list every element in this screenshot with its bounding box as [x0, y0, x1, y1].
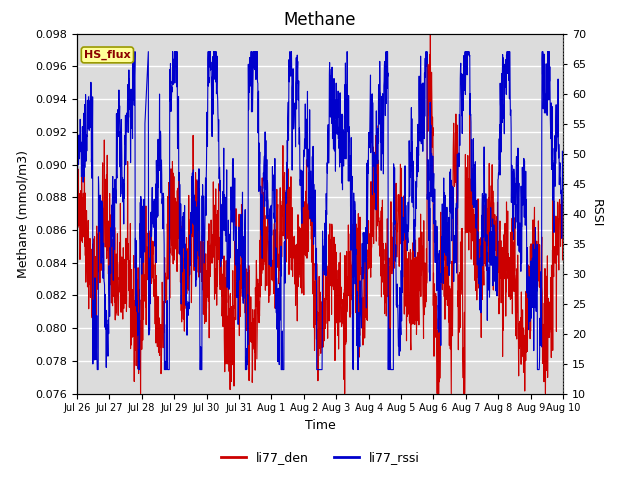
- X-axis label: Time: Time: [305, 419, 335, 432]
- Title: Methane: Methane: [284, 11, 356, 29]
- Legend: li77_den, li77_rssi: li77_den, li77_rssi: [216, 446, 424, 469]
- Text: HS_flux: HS_flux: [84, 50, 131, 60]
- Y-axis label: Methane (mmol/m3): Methane (mmol/m3): [17, 150, 29, 277]
- Y-axis label: RSSI: RSSI: [590, 199, 603, 228]
